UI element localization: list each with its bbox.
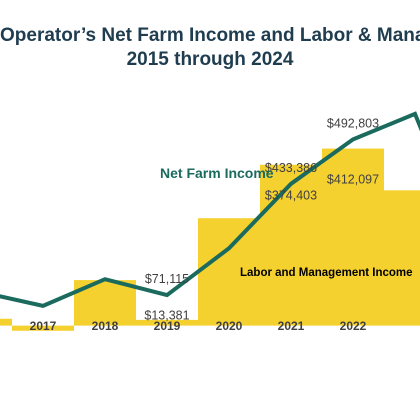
chart-title-line2: 2015 through 2024 (126, 49, 294, 70)
bar-2016 (0, 318, 12, 326)
tick-2019: 2019 (154, 319, 181, 333)
line-layer (0, 111, 420, 308)
bar-2020 (198, 218, 260, 326)
tick-2018: 2018 (92, 319, 119, 333)
series-label-net-farm-income: Net Farm Income (160, 165, 274, 181)
lmi-label-2022: $412,097 (327, 173, 379, 187)
nfi-label-2022: $492,803 (327, 116, 379, 130)
chart-title-line1: Operator’s Net Farm Income and Labor & M… (0, 25, 420, 46)
lmi-label-2021: $374,403 (265, 189, 317, 203)
tick-2017: 2017 (30, 319, 57, 333)
chart-title: Operator’s Net Farm Income and Labor & M… (0, 24, 420, 72)
bar-2019 (136, 319, 198, 326)
x-tick-labels: 2016201720182019202020212022 (30, 319, 367, 333)
bar-2022 (322, 148, 384, 326)
nfi-label-2019: $71,115 (145, 272, 189, 286)
nfi-label-2021: $433,386 (265, 161, 317, 175)
tick-2020: 2020 (216, 319, 243, 333)
series-label-labor-management-income: Labor and Management Income (240, 267, 413, 279)
tick-2022: 2022 (340, 319, 367, 333)
data-labels-layer: $71,115 $13,381 $433,386 $374,403 $492,803 $4… (144, 116, 379, 322)
tick-2021: 2021 (278, 319, 305, 333)
bar-2023 (384, 190, 420, 326)
bar-2017 (12, 325, 74, 331)
bars-layer (0, 148, 420, 331)
net-farm-income-line (0, 111, 420, 308)
lmi-label-2019: $13,381 (144, 309, 189, 323)
bar-2021 (260, 164, 322, 326)
